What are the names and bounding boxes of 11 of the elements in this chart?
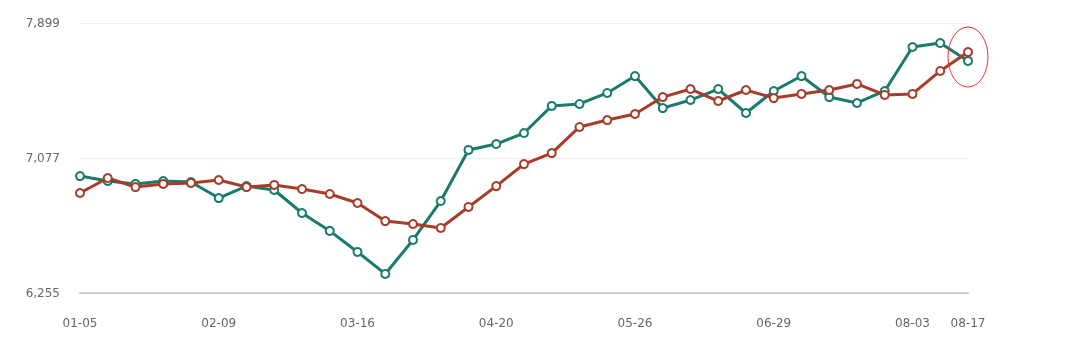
x-tick-label: 01-05 — [62, 316, 98, 330]
x-tick-label: 06-29 — [756, 316, 792, 330]
y-tick-label: 6,255 — [25, 286, 60, 300]
y-tick-label: 7,899 — [25, 16, 60, 30]
x-tick-label: 03-16 — [340, 316, 375, 330]
x-tick-label: 05-26 — [617, 316, 653, 330]
x-tick-label: 02-09 — [201, 316, 237, 330]
x-tick-label: 04-20 — [478, 316, 514, 330]
x-tick-label: 08-17 — [950, 316, 986, 330]
y-tick-label: 7,077 — [25, 151, 60, 165]
x-tick-label: 08-03 — [895, 316, 930, 330]
